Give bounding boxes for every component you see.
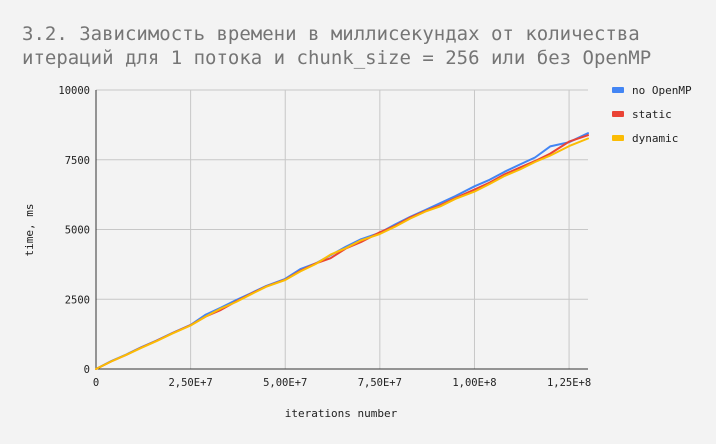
y-axis-label: time, ms <box>23 204 36 257</box>
x-tick-label: 1,25E+8 <box>547 377 591 389</box>
legend-swatch <box>612 135 624 141</box>
chart-title-line-2: итераций для 1 потока и chunk_size = 256… <box>22 47 651 69</box>
axes <box>95 90 588 370</box>
gridlines <box>96 89 588 369</box>
legend-label: dynamic <box>632 132 678 145</box>
y-tick-label: 2500 <box>65 294 90 306</box>
x-axis-ticks: 0 2,50E+7 5,00E+7 7,50E+7 1,00E+8 1,25E+8 <box>93 377 591 389</box>
legend: no OpenMP static dynamic <box>612 84 692 145</box>
chart-title-line-1: 3.2. Зависимость времени в миллисекундах… <box>22 23 640 45</box>
x-tick-label: 0 <box>93 377 99 389</box>
y-tick-label: 0 <box>84 364 90 376</box>
legend-label: static <box>632 108 672 121</box>
series-lines <box>95 132 589 370</box>
y-tick-label: 5000 <box>65 225 90 237</box>
y-tick-label: 10000 <box>58 85 90 97</box>
legend-swatch <box>612 87 624 93</box>
x-tick-label: 7,50E+7 <box>358 377 402 389</box>
y-tick-label: 7500 <box>65 155 90 167</box>
series-line-dynamic <box>95 137 589 370</box>
x-tick-label: 5,00E+7 <box>263 377 307 389</box>
legend-label: no OpenMP <box>632 84 692 97</box>
x-axis-label: iterations number <box>285 407 398 420</box>
x-tick-label: 1,00E+8 <box>452 377 496 389</box>
x-tick-label: 2,50E+7 <box>168 377 212 389</box>
legend-swatch <box>612 111 624 117</box>
y-axis-ticks: 0 2500 5000 7500 10000 <box>58 85 90 376</box>
